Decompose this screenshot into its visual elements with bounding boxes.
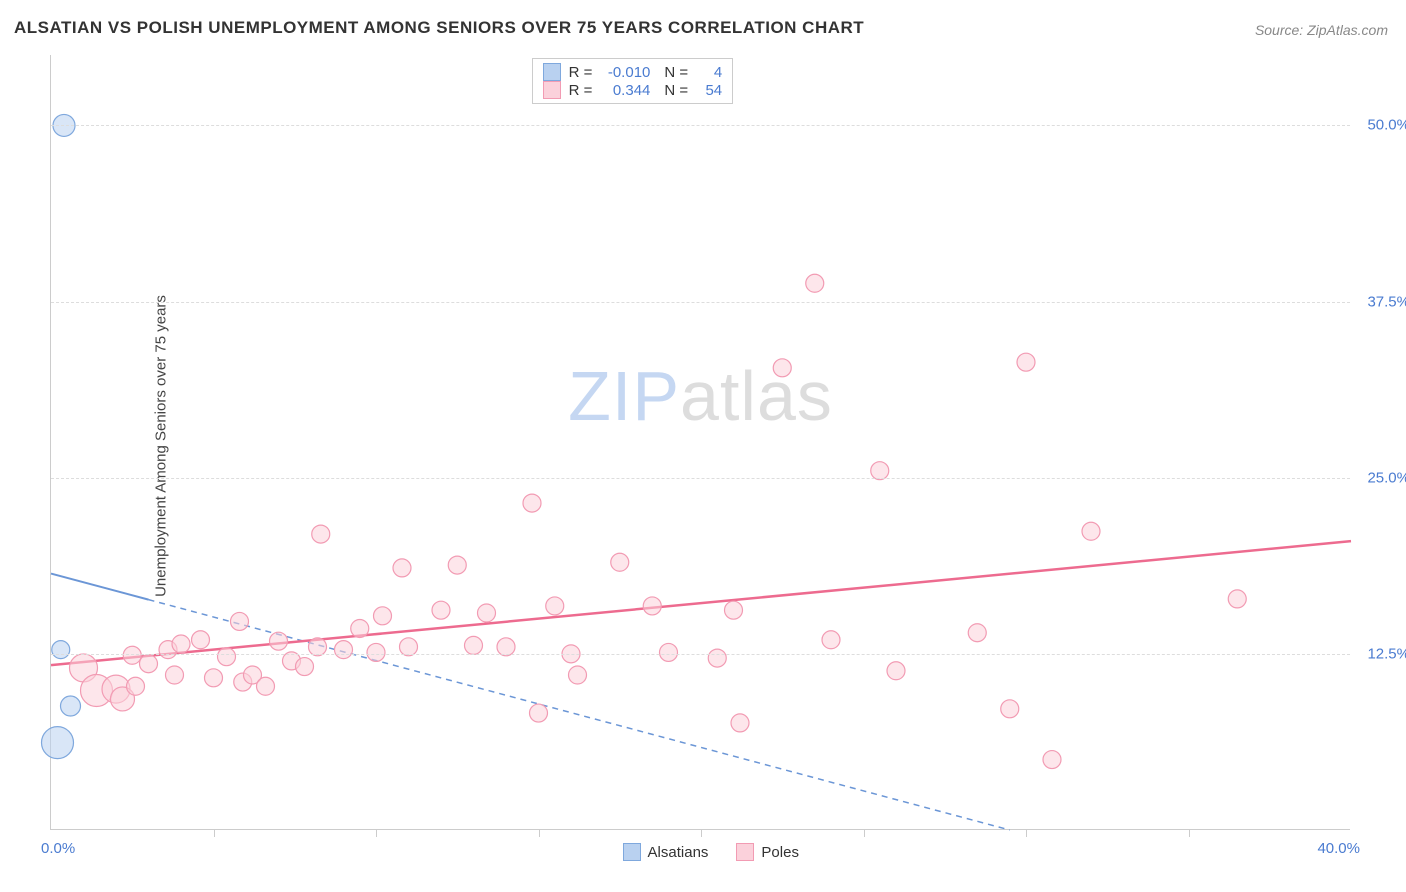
trend-line-poles [51, 541, 1351, 665]
data-point-poles [806, 274, 824, 292]
data-point-poles [140, 655, 158, 673]
data-point-poles [296, 658, 314, 676]
data-point-poles [393, 559, 411, 577]
data-point-poles [660, 643, 678, 661]
x-tick [1189, 829, 1190, 837]
correlation-legend: R = -0.010 N = 4 R = 0.344 N = 54 [532, 58, 734, 104]
data-point-poles [432, 601, 450, 619]
n-label: N = [664, 64, 688, 81]
gridline [51, 654, 1350, 655]
data-point-poles [546, 597, 564, 615]
data-point-poles [569, 666, 587, 684]
legend-swatch [623, 843, 641, 861]
source-attribution: Source: ZipAtlas.com [1255, 22, 1388, 38]
r-value: -0.010 [600, 64, 650, 81]
data-point-poles [231, 612, 249, 630]
data-point-poles [478, 604, 496, 622]
legend-swatch [543, 81, 561, 99]
legend-row-poles: R = 0.344 N = 54 [543, 81, 723, 99]
y-tick-label: 37.5% [1355, 293, 1406, 310]
x-tick [539, 829, 540, 837]
trend-line-alsatians [51, 574, 149, 600]
data-point-poles [257, 677, 275, 695]
data-point-poles [218, 648, 236, 666]
data-point-poles [205, 669, 223, 687]
gridline [51, 478, 1350, 479]
gridline [51, 302, 1350, 303]
data-point-poles [1001, 700, 1019, 718]
chart-title: ALSATIAN VS POLISH UNEMPLOYMENT AMONG SE… [14, 18, 864, 38]
data-point-poles [1017, 353, 1035, 371]
data-point-poles [448, 556, 466, 574]
y-tick-label: 50.0% [1355, 117, 1406, 134]
data-point-poles [192, 631, 210, 649]
legend-swatch [736, 843, 754, 861]
legend-item-alsatians: Alsatians [623, 843, 709, 861]
plot-area: ZIPatlas R =-0.010N =4R =0.344N =54 0.0%… [50, 55, 1350, 830]
r-value: 0.344 [600, 82, 650, 99]
legend-label: Poles [761, 844, 799, 861]
data-point-poles [731, 714, 749, 732]
data-point-poles [611, 553, 629, 571]
x-tick [214, 829, 215, 837]
data-point-poles [887, 662, 905, 680]
chart-svg [51, 55, 1350, 829]
data-point-poles [367, 643, 385, 661]
legend-swatch [543, 63, 561, 81]
data-point-poles [374, 607, 392, 625]
data-point-poles [351, 620, 369, 638]
n-value: 54 [696, 82, 722, 99]
data-point-poles [822, 631, 840, 649]
data-point-poles [127, 677, 145, 695]
data-point-alsatians [52, 641, 70, 659]
x-tick [701, 829, 702, 837]
data-point-poles [335, 641, 353, 659]
data-point-poles [465, 636, 483, 654]
data-point-poles [1228, 590, 1246, 608]
data-point-poles [166, 666, 184, 684]
data-point-poles [708, 649, 726, 667]
data-point-poles [968, 624, 986, 642]
data-point-poles [270, 632, 288, 650]
x-axis-min-label: 0.0% [41, 840, 75, 857]
n-value: 4 [696, 64, 722, 81]
data-point-poles [312, 525, 330, 543]
x-tick [376, 829, 377, 837]
data-point-poles [1043, 751, 1061, 769]
legend-label: Alsatians [648, 844, 709, 861]
data-point-poles [773, 359, 791, 377]
y-tick-label: 12.5% [1355, 645, 1406, 662]
r-label: R = [569, 64, 593, 81]
data-point-poles [1082, 522, 1100, 540]
data-point-poles [530, 704, 548, 722]
data-point-poles [523, 494, 541, 512]
data-point-poles [172, 635, 190, 653]
x-tick [1026, 829, 1027, 837]
data-point-poles [123, 646, 141, 664]
y-tick-label: 25.0% [1355, 469, 1406, 486]
series-legend: Alsatians Poles [623, 843, 799, 861]
x-tick [864, 829, 865, 837]
data-point-poles [643, 597, 661, 615]
gridline [51, 125, 1350, 126]
legend-row-alsatians: R = -0.010 N = 4 [543, 63, 723, 81]
data-point-poles [725, 601, 743, 619]
n-label: N = [664, 82, 688, 99]
x-axis-max-label: 40.0% [1317, 840, 1360, 857]
plot-container: ZIPatlas R =-0.010N =4R =0.344N =54 0.0%… [50, 55, 1350, 830]
data-point-alsatians [61, 696, 81, 716]
data-point-alsatians [42, 727, 74, 759]
r-label: R = [569, 82, 593, 99]
legend-item-poles: Poles [736, 843, 799, 861]
